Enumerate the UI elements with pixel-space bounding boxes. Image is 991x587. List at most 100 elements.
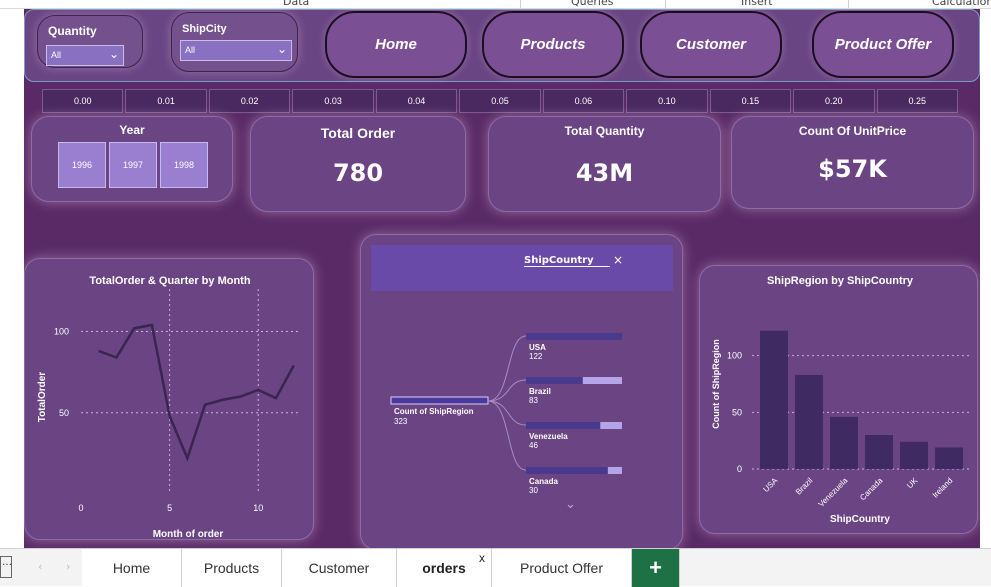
discount-option[interactable]: 0.25 [876,89,958,113]
decomp-node-label: USA [529,343,546,352]
close-icon[interactable]: × [613,253,624,267]
data-point [275,397,277,399]
ribbon-data[interactable]: Data [283,0,310,8]
discount-option[interactable]: 0.15 [709,89,792,113]
tab-home[interactable]: Home [82,549,182,587]
discount-option[interactable]: 0.03 [292,89,374,113]
discount-slicer: 0.00 0.01 0.02 0.03 0.04 0.05 0.06 0.10 … [42,89,958,113]
tab-customer[interactable]: Customer [282,549,397,587]
bar [830,416,858,469]
decomp-node-label: Venezuela [529,432,568,441]
ribbon-insert[interactable]: Insert [741,0,773,8]
bar-chart-panel: ShipRegion by ShipCountry 0 50 100 USA Brazil… [699,265,978,534]
decomposition-tree-panel: ShipCountry × Count of ShipRegion 323 USA 1… [360,234,683,550]
chevron-right-icon[interactable]: › [66,560,71,573]
y-tick-label: 50 [59,408,69,418]
quantity-dropdown[interactable]: All ⌄ [46,45,124,66]
discount-option[interactable]: 0.04 [375,89,458,113]
x-tick-label: 10 [253,503,263,513]
ribbon-calculation[interactable]: Calculation [932,0,991,8]
shipcity-slicer: ShipCity All ⌄ [171,12,298,72]
total-order-title: Total Order [320,125,396,141]
x-tick-label: Venezuela [817,476,850,509]
discount-option[interactable]: 0.02 [208,89,291,113]
quantity-dropdown-value: All [51,50,62,60]
data-point [151,324,153,326]
sheet-menu-icon[interactable]: … [0,556,12,578]
ribbon-divider [665,0,666,8]
discount-option[interactable]: 0.01 [125,89,207,113]
close-icon[interactable]: x [479,551,485,565]
decomp-node-bar [526,333,622,340]
nav-products-button[interactable]: Products [482,11,624,78]
total-quantity-title: Total Quantity [564,124,645,138]
data-point [293,365,295,367]
shipcity-dropdown[interactable]: All ⌄ [180,40,292,61]
decomp-node-value: 46 [529,441,538,450]
total-quantity-card: Total Quantity 43M [488,116,721,212]
decomp-connector [487,400,527,426]
bar [760,330,788,469]
data-point [222,399,224,401]
data-point [115,357,117,358]
add-sheet-button[interactable]: + [632,549,680,587]
y-axis-label: TotalOrder [37,372,48,422]
x-axis-label: ShipCountry [830,514,890,525]
data-point [98,350,100,352]
discount-option[interactable]: 0.20 [793,89,875,113]
quantity-slicer-label: Quantity [48,24,97,38]
count-unitprice-card: Count Of UnitPrice $57K [731,116,974,209]
decomp-node-value: 83 [529,396,538,405]
nav-home-button[interactable]: Home [325,11,467,78]
year-option-1996[interactable]: 1996 [58,142,106,188]
tab-product-offer[interactable]: Product Offer [492,549,632,587]
decomp-header [371,245,673,291]
bar [900,441,928,469]
discount-option[interactable]: 0.05 [459,89,541,113]
data-point [169,415,171,417]
chevron-down-icon: ⌄ [108,47,119,61]
x-tick-label: 5 [167,503,172,513]
nav-product-offer-button[interactable]: Product Offer [812,11,954,78]
decomp-node-bar [526,467,608,474]
tab-orders[interactable]: orders x [397,549,492,587]
report-canvas: Quantity All ⌄ ShipCity All ⌄ Home Produ… [24,9,980,550]
x-tick-label: Canada [858,476,885,503]
total-order-card: Total Order 780 [250,116,466,212]
chevron-down-icon: ⌄ [276,42,287,56]
shipcity-slicer-label: ShipCity [182,23,227,35]
count-unitprice-value: $57K [818,155,887,183]
chart-title: TotalOrder & Quarter by Month [89,275,250,287]
year-option-1997[interactable]: 1997 [109,142,157,188]
y-tick-label: 0 [737,464,742,474]
x-tick-label: USA [761,476,779,494]
nav-customer-button[interactable]: Customer [640,11,782,78]
tab-products[interactable]: Products [182,549,282,587]
tab-orders-label: orders [422,560,466,576]
decomp-root-value: 323 [394,417,408,426]
chevron-left-icon[interactable]: ‹ [38,560,43,573]
bar [795,374,823,469]
decomp-node-bar [526,377,583,384]
x-tick-label: UK [905,476,920,491]
decomp-filter-label[interactable]: ShipCountry [524,255,610,267]
chart-title: ShipRegion by ShipCountry [767,275,914,287]
ribbon-strip: Data Queries Insert Calculation [0,0,991,9]
data-point [257,389,259,391]
series-line [98,323,295,462]
ribbon-queries[interactable]: Queries [571,0,614,8]
chevron-down-icon[interactable]: ⌄ [565,497,576,512]
year-option-1998[interactable]: 1998 [160,142,208,188]
discount-option[interactable]: 0.00 [42,89,124,113]
discount-option[interactable]: 0.06 [542,89,625,113]
decomp-connector [487,379,527,402]
data-point [240,396,242,397]
bar [865,435,893,469]
decomp-node-label: Brazil [529,387,551,396]
shipcity-dropdown-value: All [185,45,196,55]
discount-option[interactable]: 0.10 [626,89,708,113]
decomp-node-bar [526,422,601,429]
data-point [204,404,206,406]
decomp-node-label: Canada [529,477,558,486]
